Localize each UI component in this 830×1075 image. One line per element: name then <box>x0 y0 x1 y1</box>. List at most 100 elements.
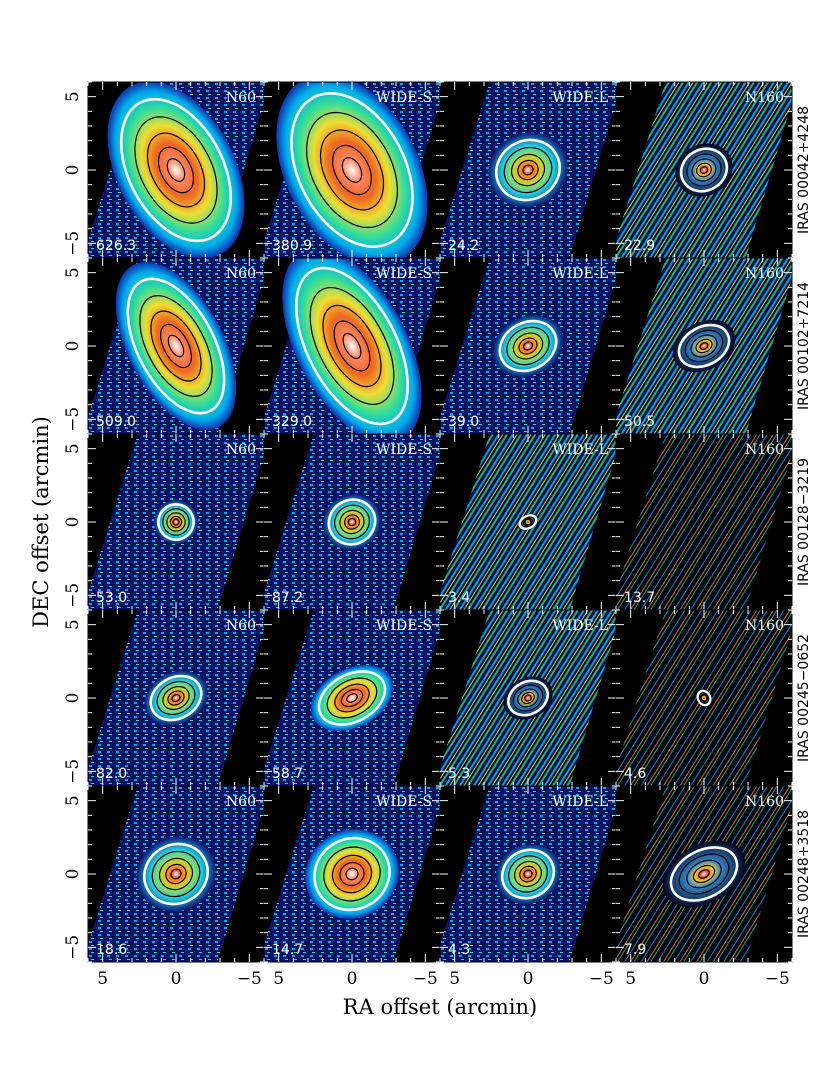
panel-r3-wide-l: WIDE-L 3.4 <box>439 433 617 611</box>
peak-value: 39.0 <box>448 414 479 430</box>
y-axis-title: DEC offset (arcmin) <box>29 416 53 628</box>
inner-contour-2 <box>158 857 194 891</box>
inner-contour-4 <box>170 868 182 880</box>
inner-contour-3 <box>695 338 713 354</box>
panel-r2-n60: N60 509.0 <box>87 257 265 435</box>
band-label: WIDE-S <box>376 442 432 458</box>
inner-contour-1 <box>162 508 190 536</box>
peak-value: 3.4 <box>448 590 470 606</box>
inner-contour-4 <box>345 867 359 881</box>
peak-value: 626.3 <box>96 238 136 254</box>
source-name: IRAS 00102+7214 <box>796 282 812 410</box>
inner-contour-4 <box>347 517 357 527</box>
outer-contour <box>677 323 731 369</box>
band-label: WIDE-L <box>552 90 608 106</box>
inner-contour-4 <box>171 693 181 703</box>
panel-r5-n60: N60 18.6 <box>87 785 265 963</box>
panel-r4-wide-l: WIDE-L 5.3 <box>439 609 617 787</box>
outer-contour <box>126 277 226 415</box>
inner-contour-4 <box>522 164 534 176</box>
panel-r5-n160: N160 7.9 <box>615 785 793 963</box>
band-label: WIDE-L <box>552 266 608 282</box>
y-tick-label: 0 <box>63 341 83 352</box>
inner-contour-4 <box>341 157 363 183</box>
y-tick-label: −5 <box>63 407 83 432</box>
inner-contour-3 <box>165 863 187 885</box>
inner-contour-4 <box>524 694 532 702</box>
band-label: N60 <box>226 90 256 106</box>
panel-r5-wide-l: WIDE-L 4.3 <box>439 785 617 963</box>
outer-contour <box>518 514 538 530</box>
outer-contour <box>696 689 712 707</box>
outer-contour <box>669 846 739 902</box>
x-tick-label: 5 <box>625 969 636 989</box>
outer-contour <box>495 138 561 202</box>
inner-contour-2 <box>166 512 186 532</box>
x-tick-label: 0 <box>347 969 358 989</box>
panel-r2-wide-s: WIDE-S 329.0 <box>263 257 441 435</box>
band-label: N160 <box>745 618 784 634</box>
y-tick-label: −5 <box>63 231 83 256</box>
x-tick-label: −5 <box>589 969 614 989</box>
source-emission <box>495 843 561 905</box>
y-tick-label: 0 <box>63 869 83 880</box>
source-emission <box>323 494 381 550</box>
inner-contour-3 <box>169 515 183 529</box>
inner-contour-3 <box>343 514 361 530</box>
inner-contour-3 <box>518 337 538 355</box>
y-tick-label: 5 <box>63 91 83 102</box>
peak-value: 7.9 <box>624 942 646 958</box>
y-tick-label: 5 <box>63 267 83 278</box>
inner-contour-4 <box>342 332 362 360</box>
y-tick-label: −5 <box>63 759 83 784</box>
x-tick-label: 0 <box>523 969 534 989</box>
inner-contour-4 <box>698 869 710 879</box>
inner-contour-2 <box>339 509 365 535</box>
peak-value: 87.2 <box>272 590 303 606</box>
panel-r1-n160: N160 22.9 <box>615 81 793 259</box>
peak-value: 13.7 <box>624 590 655 606</box>
panel-r5-wide-s: WIDE-S 14.7 <box>263 785 441 963</box>
x-tick-label: 0 <box>171 969 182 989</box>
band-label: N60 <box>226 618 256 634</box>
band-label: WIDE-L <box>552 442 608 458</box>
panel-r4-n160: N160 4.6 <box>615 609 793 787</box>
peak-value: 329.0 <box>272 414 312 430</box>
outer-contour <box>294 266 410 426</box>
band-label: WIDE-S <box>376 794 432 810</box>
inner-contour-3 <box>692 864 716 884</box>
inner-contour-2 <box>319 129 385 211</box>
panel-r4-wide-s: WIDE-S 58.7 <box>263 609 441 787</box>
peak-value: 4.3 <box>448 942 470 958</box>
y-tick-label: −5 <box>63 583 83 608</box>
inner-contour-2 <box>513 860 543 888</box>
band-label: N60 <box>226 794 256 810</box>
panel-r2-n160: N160 50.5 <box>615 257 793 435</box>
source-emission <box>488 132 568 208</box>
source-emission <box>154 500 198 544</box>
x-tick-label: −5 <box>765 969 790 989</box>
inner-contour-3 <box>333 320 371 372</box>
inner-contour-2 <box>334 683 370 713</box>
source-emission <box>136 836 216 912</box>
panel-r1-wide-l: WIDE-L 24.2 <box>439 81 617 259</box>
inner-contour-2 <box>322 304 382 388</box>
y-tick-label: −5 <box>63 935 83 960</box>
x-tick-label: −5 <box>237 969 262 989</box>
x-tick-label: 5 <box>273 969 284 989</box>
inner-contour-1 <box>309 286 395 406</box>
x-tick-label: −5 <box>413 969 438 989</box>
inner-contour-2 <box>690 334 718 358</box>
x-axis-title: RA offset (arcmin) <box>343 995 537 1019</box>
inner-contour-1 <box>678 853 730 895</box>
source-emission <box>115 262 237 430</box>
peak-value: 509.0 <box>96 414 136 430</box>
inner-contour-4 <box>523 869 533 879</box>
inner-contour-3 <box>157 146 195 194</box>
inner-contour-2 <box>162 685 190 711</box>
band-label: N60 <box>226 442 256 458</box>
outer-contour <box>313 836 391 912</box>
band-label: N160 <box>745 794 784 810</box>
panel-r2-wide-l: WIDE-L 39.0 <box>439 257 617 435</box>
